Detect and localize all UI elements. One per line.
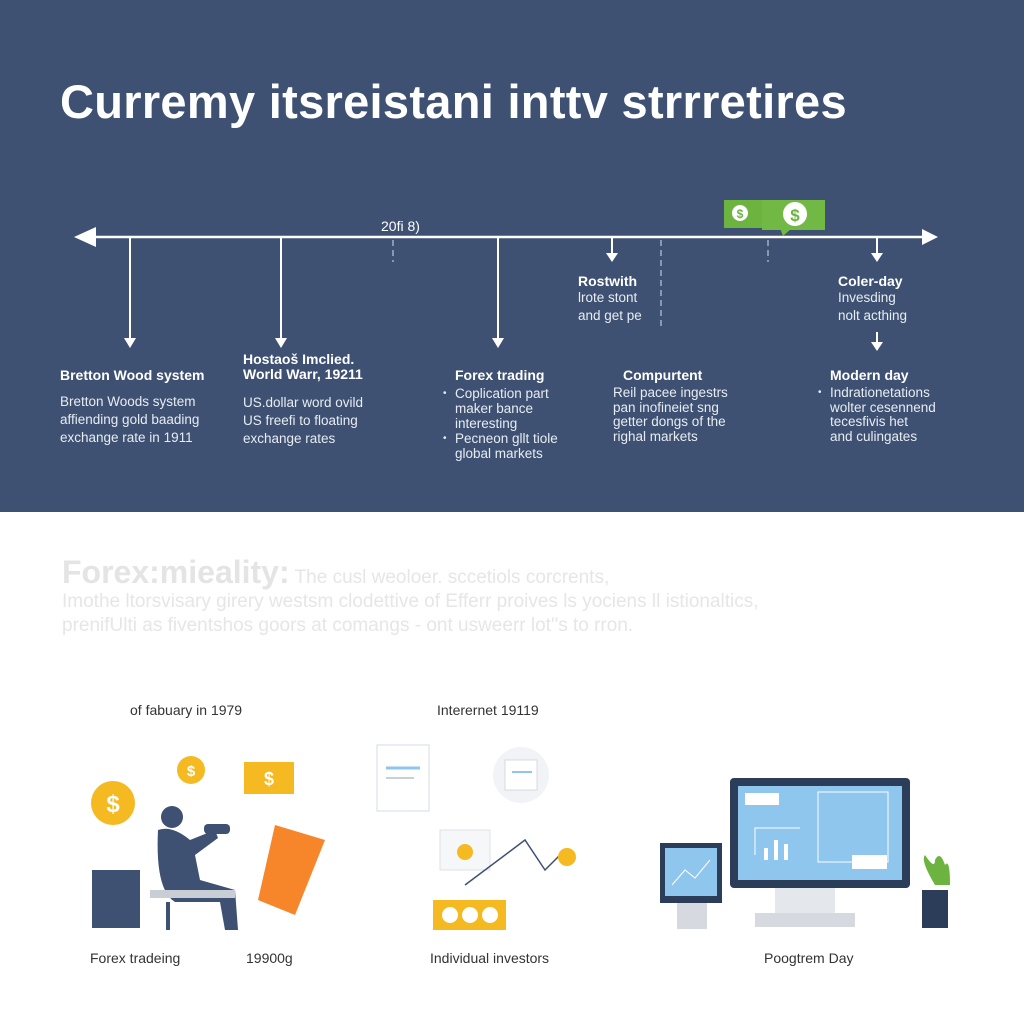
middle-caption-top: Interernet 19119 bbox=[437, 702, 539, 718]
investor-illustration-icon bbox=[376, 744, 576, 930]
event-title: Bretton Wood system bbox=[60, 367, 205, 383]
event-body-line: pan inofineiet sng bbox=[613, 399, 719, 415]
svg-text:$: $ bbox=[106, 791, 120, 818]
timeline-axis bbox=[74, 227, 938, 247]
svg-text:$: $ bbox=[790, 206, 800, 225]
event-coler-day: Coler-day Invesding nolt acthing bbox=[838, 273, 907, 325]
middle-caption-bottom: Individual investors bbox=[430, 950, 550, 966]
summary-paragraph: Forex:mieality: The cusl weoloer. scceti… bbox=[62, 556, 759, 638]
event-world-war: Hostaoš Imclied. World Warr, 19211 US.do… bbox=[243, 352, 363, 448]
event-body-line: exchange rates bbox=[243, 431, 336, 446]
header-section: Curremy itsreistani inttv strrretires $ … bbox=[0, 0, 1024, 512]
event-body-line: Invesding bbox=[838, 290, 896, 305]
illustrations: $ $ $ bbox=[91, 744, 950, 930]
event-title: Forex trading bbox=[455, 367, 545, 383]
left-caption-year: 19900g bbox=[246, 950, 293, 966]
summary-line: prenifUlti as fiventshos goors at comang… bbox=[62, 615, 634, 636]
right-caption-bottom: Poogtrem Day bbox=[764, 950, 854, 966]
timeline-dashes bbox=[392, 240, 769, 330]
svg-text:$: $ bbox=[187, 763, 196, 780]
event-body-line: and get pe bbox=[578, 308, 642, 323]
event-body-line: affiending gold baading bbox=[60, 412, 200, 427]
event-title: Modern day bbox=[830, 367, 909, 383]
event-body-line: nolt acthing bbox=[838, 308, 908, 323]
event-body-line: righal markets bbox=[613, 428, 698, 444]
computer-illustration-icon bbox=[660, 778, 950, 929]
trader-illustration-icon: $ $ $ bbox=[91, 756, 325, 930]
left-caption-bottom: Forex tradeing bbox=[90, 950, 181, 966]
timeline-marker-label: 20fi 8) bbox=[381, 218, 420, 234]
timeline-graphic: $ $ bbox=[74, 200, 938, 351]
event-body-line: lrote stont bbox=[578, 290, 638, 305]
event-body-line: Reil pacee ingestrs bbox=[613, 385, 728, 400]
event-body-line: US.dollar word ovild bbox=[243, 395, 364, 410]
event-title-line: World Warr, 19211 bbox=[243, 366, 363, 382]
event-body-line: Bretton Woods system bbox=[60, 394, 196, 409]
event-compurtent: Compurtent Reil pacee ingestrs pan inofi… bbox=[613, 367, 728, 444]
event-bretton-woods: Bretton Wood system Bretton Woods system… bbox=[60, 367, 204, 447]
svg-text:$: $ bbox=[264, 769, 274, 789]
summary-heading: Forex:mieality: bbox=[62, 554, 290, 590]
event-title: Compurtent bbox=[623, 367, 703, 383]
svg-text:$: $ bbox=[737, 207, 744, 221]
event-body-line: getter dongs of the bbox=[613, 414, 726, 429]
money-badge-icon: $ $ bbox=[724, 200, 825, 236]
event-title: Hostaoš Imclied. World Warr, 19211 bbox=[243, 352, 363, 382]
left-caption-top: of fabuary in 1979 bbox=[130, 702, 243, 718]
summary-line: Imothe ltorsvisary girery westsm clodett… bbox=[62, 591, 759, 612]
event-body-line: exchange rate in 1911 bbox=[60, 430, 193, 445]
event-title: Rostwith bbox=[578, 273, 638, 289]
timeline-arrows bbox=[124, 237, 883, 351]
event-title-line: Hostaoš Imclied. bbox=[243, 351, 355, 367]
summary-line: The cusl weoloer. sccetiols corcrents, bbox=[294, 567, 610, 588]
event-title: Coler-day bbox=[838, 273, 903, 289]
page-title: Curremy itsreistani inttv strrretires bbox=[60, 75, 847, 128]
event-rostwith: Rostwith lrote stont and get pe bbox=[578, 273, 642, 325]
event-body-line: US freefi to floating bbox=[243, 413, 358, 428]
